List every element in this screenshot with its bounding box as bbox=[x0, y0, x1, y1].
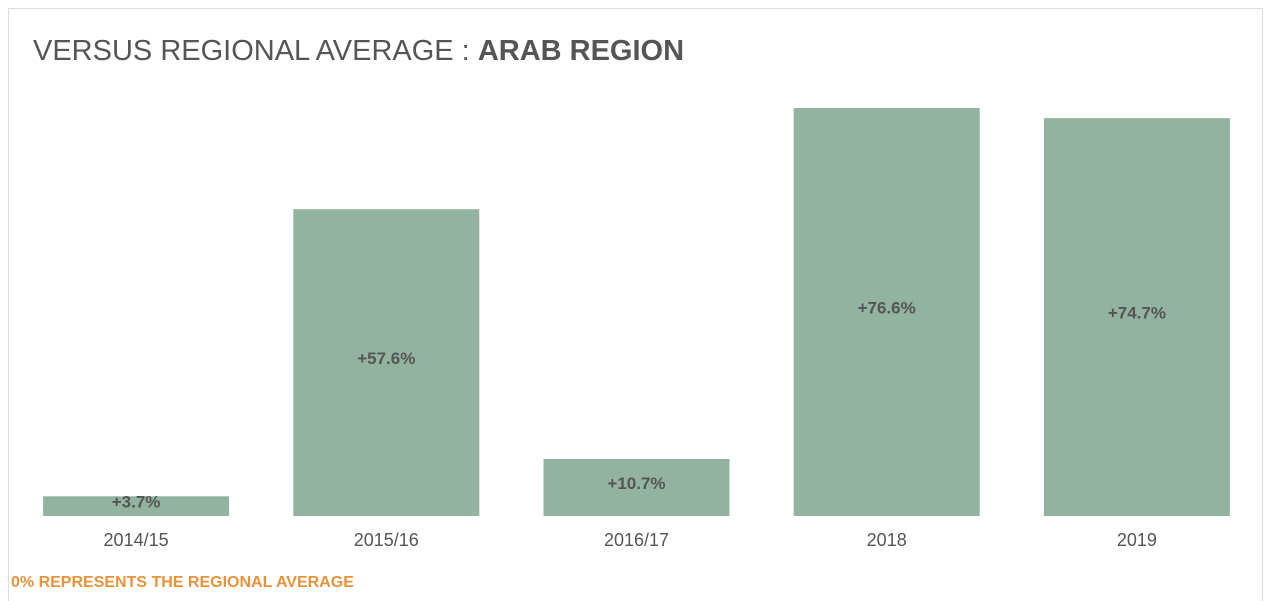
data-label: +3.7% bbox=[112, 493, 161, 512]
x-tick-label: 2018 bbox=[867, 530, 907, 550]
data-label: +76.6% bbox=[858, 298, 916, 317]
x-tick-label: 2019 bbox=[1117, 530, 1157, 550]
bar bbox=[293, 209, 480, 516]
data-label: +74.7% bbox=[1108, 304, 1166, 323]
data-label: +10.7% bbox=[607, 474, 665, 493]
bar bbox=[543, 459, 730, 516]
x-tick-label: 2016/17 bbox=[604, 530, 669, 550]
x-tick-label: 2015/16 bbox=[354, 530, 419, 550]
bar bbox=[1043, 118, 1230, 516]
data-label: +57.6% bbox=[357, 349, 415, 368]
x-tick-label: 2014/15 bbox=[104, 530, 169, 550]
chart-title-line: VERSUS REGIONAL AVERAGE : ARAB REGION bbox=[33, 35, 684, 67]
chart-title-emphasis: ARAB REGION bbox=[478, 35, 684, 67]
bar bbox=[43, 496, 230, 516]
footnote: 0% REPRESENTS THE REGIONAL AVERAGE bbox=[11, 574, 354, 591]
bar bbox=[793, 108, 980, 516]
chart-title: VERSUS REGIONAL AVERAGE : bbox=[33, 35, 470, 67]
